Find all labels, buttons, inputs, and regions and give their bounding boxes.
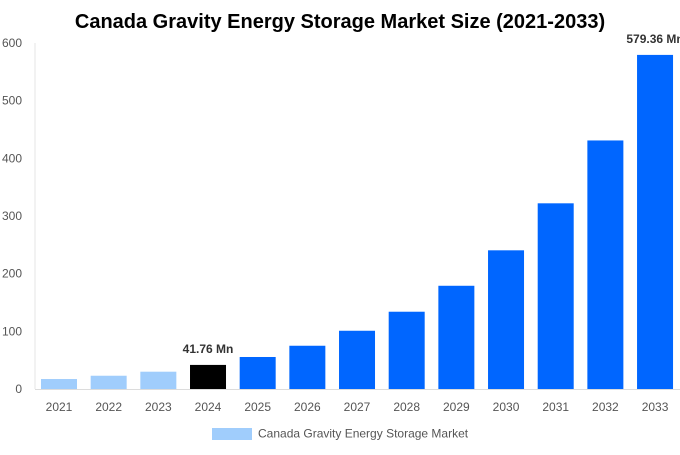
x-tick-label: 2032 [592,400,619,414]
x-tick-label: 2033 [642,400,669,414]
y-tick-label: 400 [2,151,22,165]
y-tick-label: 100 [2,324,22,338]
x-tick-label: 2022 [95,400,122,414]
y-tick-label: 500 [2,94,22,108]
x-tick-label: 2025 [244,400,271,414]
y-tick-label: 0 [15,382,22,396]
bar-2023[interactable] [140,371,177,389]
x-tick-label: 2021 [46,400,73,414]
y-tick-label: 200 [2,267,22,281]
bar-2029[interactable] [438,285,475,389]
x-tick-label: 2024 [195,400,222,414]
chart-title: Canada Gravity Energy Storage Market Siz… [75,11,605,33]
x-tick-label: 2028 [393,400,420,414]
data-label: 579.36 Mn [626,32,680,46]
x-tick-label: 2023 [145,400,172,414]
x-tick-label: 2030 [493,400,520,414]
bar-2026[interactable] [289,345,326,389]
bar-2025[interactable] [239,356,276,389]
bar-2031[interactable] [537,203,574,389]
y-tick-label: 300 [2,209,22,223]
bar-2030[interactable] [488,250,525,389]
data-label: 41.76 Mn [183,342,234,356]
bar-2032[interactable] [587,140,624,389]
x-tick-label: 2026 [294,400,321,414]
y-tick-label: 600 [2,36,22,50]
bar-2021[interactable] [41,379,77,389]
legend-label[interactable]: Canada Gravity Energy Storage Market [258,427,469,441]
x-tick-label: 2029 [443,400,470,414]
bar-2024[interactable] [190,364,227,389]
x-tick-label: 2031 [542,400,569,414]
bar-2028[interactable] [388,311,425,389]
bar-2027[interactable] [339,330,376,389]
bar-2022[interactable] [90,375,127,389]
bar-2033[interactable] [637,54,674,389]
legend-swatch[interactable] [212,428,252,440]
x-tick-label: 2027 [344,400,371,414]
